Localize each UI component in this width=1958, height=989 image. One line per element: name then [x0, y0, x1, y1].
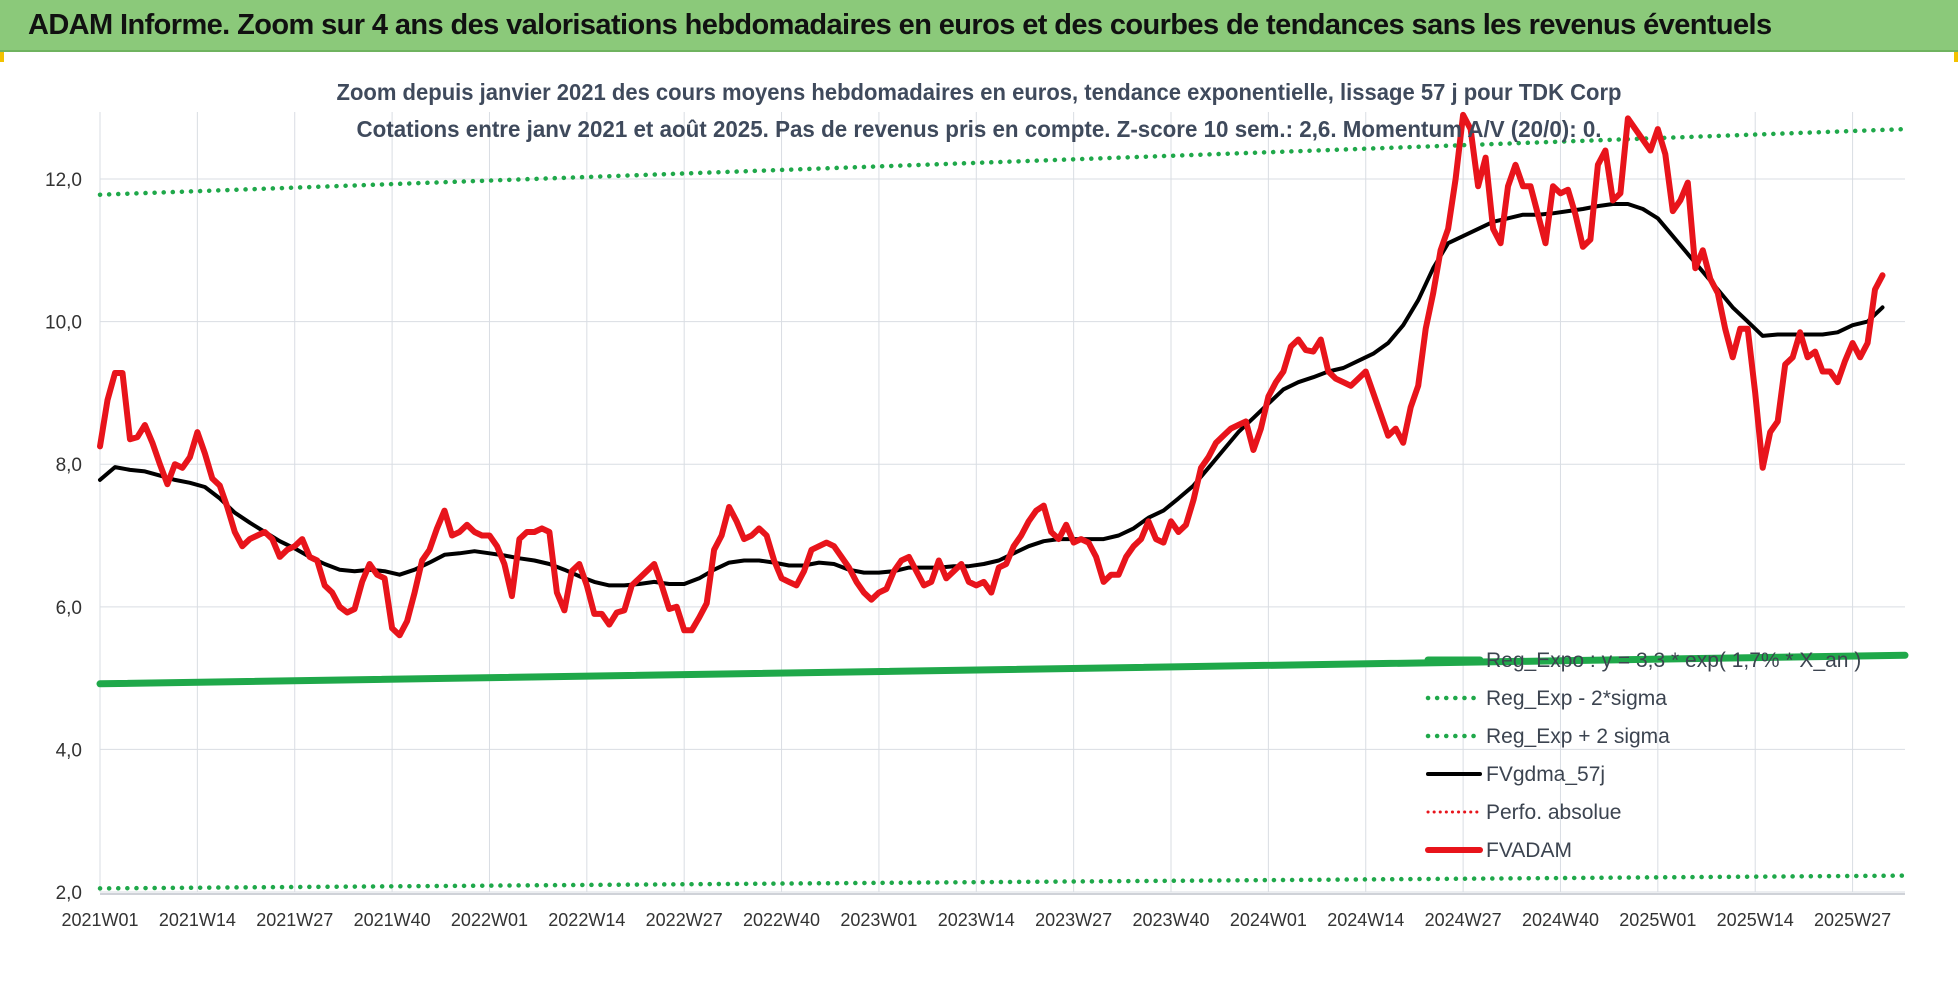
x-tick-label: 2023W40 [1132, 910, 1209, 930]
x-tick-label: 2024W01 [1230, 910, 1307, 930]
x-tick-label: 2023W27 [1035, 910, 1112, 930]
y-tick-label: 6,0 [56, 598, 82, 619]
frame-corner-marker [1954, 52, 1958, 62]
chart-series [96, 111, 1909, 891]
y-tick-label: 8,0 [56, 455, 82, 476]
y-tick-label: 10,0 [45, 313, 82, 334]
x-tick-label: 2021W14 [159, 910, 236, 930]
series-line-fvgdma-57j [98, 202, 1885, 588]
legend-label: Perfo. absolue [1486, 801, 1621, 824]
series-line-reg-exp-2-sigma [97, 873, 1908, 891]
x-tick-label: 2025W14 [1717, 910, 1794, 930]
x-tick-label: 2022W27 [646, 910, 723, 930]
chart-subtitle: Cotations entre janv 2021 et août 2025. … [357, 116, 1602, 142]
x-tick-label: 2021W01 [61, 910, 138, 930]
x-tick-label: 2025W01 [1619, 910, 1696, 930]
x-tick-label: 2024W27 [1425, 910, 1502, 930]
report-banner-title: ADAM Informe. Zoom sur 4 ans des valoris… [28, 9, 1772, 41]
chart-frame: 2,0 4,0 6,0 8,0 10,0 12,0 2021W01 2021W14 2021W2… [0, 52, 1958, 984]
x-tick-label: 2022W14 [548, 910, 625, 930]
x-tick-label: 2022W40 [743, 910, 820, 930]
chart-axes: 2,0 4,0 6,0 8,0 10,0 12,0 2021W01 2021W14 2021W2… [45, 170, 1905, 930]
chart-svg: 2,0 4,0 6,0 8,0 10,0 12,0 2021W01 2021W14 2021W2… [45, 79, 1909, 930]
x-tick-label: 2024W40 [1522, 910, 1599, 930]
chart-legend: Reg_Expo : y = 3,3 * exp( 1,7% * X_an ) R… [1424, 649, 1861, 862]
legend-label: Reg_Exp - 2*sigma [1486, 687, 1667, 710]
y-tick-label: 4,0 [56, 740, 82, 761]
x-tick-label: 2025W27 [1814, 910, 1891, 930]
x-tick-label: 2023W14 [938, 910, 1015, 930]
x-tick-label: 2021W40 [354, 910, 431, 930]
series-line-reg-expo-y-3-3-exp-1-7-x-an- [96, 651, 1909, 688]
x-tick-label: 2024W14 [1327, 910, 1404, 930]
legend-label: FVADAM [1486, 839, 1572, 862]
y-tick-label: 12,0 [45, 170, 82, 191]
frame-corner-marker [0, 52, 4, 62]
chart-title: Zoom depuis janvier 2021 des cours moyen… [337, 79, 1622, 105]
x-tick-label: 2023W01 [840, 910, 917, 930]
report-banner: ADAM Informe. Zoom sur 4 ans des valoris… [0, 0, 1958, 52]
y-tick-label: 2,0 [56, 883, 82, 904]
legend-label: Reg_Exp + 2 sigma [1486, 725, 1670, 748]
series-line-fvadam [97, 111, 1886, 639]
x-tick-label: 2021W27 [256, 910, 333, 930]
chart-grid [99, 112, 1905, 893]
legend-label: Reg_Expo : y = 3,3 * exp( 1,7% * X_an ) [1486, 649, 1861, 672]
series-line-reg-exp-2-sigma [97, 126, 1908, 197]
x-tick-label: 2022W01 [451, 910, 528, 930]
legend-label: FVgdma_57j [1486, 763, 1605, 786]
